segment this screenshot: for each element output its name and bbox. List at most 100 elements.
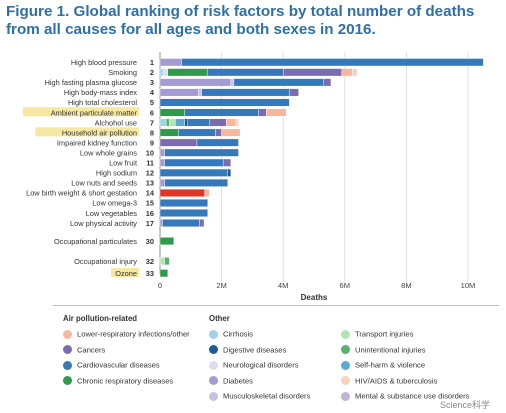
bar-segment-cancers bbox=[215, 128, 222, 137]
category-label: High total cholesterol bbox=[68, 98, 137, 107]
legend-swatch bbox=[341, 391, 350, 401]
rank-label: 4 bbox=[150, 88, 155, 97]
legend-title-other: Other bbox=[209, 314, 230, 323]
bar-segment-cardiovascular bbox=[164, 148, 239, 157]
rank-label: 16 bbox=[146, 209, 154, 218]
legend-item-digestive: Digestive diseases bbox=[209, 345, 287, 354]
bar-segment-lower_respiratory bbox=[221, 128, 241, 137]
legend-label: Neurological disorders bbox=[223, 360, 299, 370]
legend-swatch bbox=[63, 376, 72, 385]
bar-segment-neurological bbox=[162, 68, 168, 77]
legend-swatch bbox=[341, 329, 350, 339]
bar-segment-diabetes bbox=[159, 158, 165, 167]
bar-segment-diabetes bbox=[159, 58, 182, 67]
rank-label: 5 bbox=[150, 98, 154, 107]
label-highlight bbox=[22, 107, 139, 117]
rank-label: 15 bbox=[146, 199, 154, 208]
bar-segment-chronic_respiratory bbox=[159, 237, 175, 246]
bar-segment-lower_respiratory bbox=[341, 68, 353, 77]
x-axis-label: Deaths bbox=[301, 293, 328, 302]
bar-segment-musculoskeletal bbox=[198, 88, 202, 97]
bar-segment-cancers bbox=[199, 219, 205, 228]
bar-segment-cardiovascular bbox=[201, 88, 290, 97]
rank-label: 14 bbox=[146, 189, 155, 198]
bar-segment-cancers bbox=[283, 68, 342, 77]
legend-item-hiv_tb: HIV/AIDS & tuberculosis bbox=[341, 376, 438, 385]
bar-segment-cardiovascular bbox=[187, 118, 210, 127]
bar-segment-self_harm bbox=[175, 118, 185, 127]
category-label: High body-mass index bbox=[64, 88, 137, 97]
bar-segment-transport bbox=[169, 118, 176, 127]
bar-segment-cancers bbox=[289, 88, 299, 97]
x-tick-label: 10M bbox=[461, 281, 476, 290]
bar-segment-cardiovascular bbox=[207, 68, 284, 77]
rank-label: 3 bbox=[150, 78, 154, 87]
rank-label: 32 bbox=[146, 257, 154, 266]
bar-segment-cancers bbox=[323, 78, 332, 87]
legend-item-self_harm: Self-harm & violence bbox=[341, 360, 425, 370]
legend-item-mental: Mental & substance use disorders bbox=[341, 391, 469, 401]
bar-segment-digestive bbox=[227, 168, 232, 177]
legend-label: Cirrhosis bbox=[223, 329, 253, 339]
bar-segment-cirrhosis bbox=[159, 68, 164, 77]
legend: Air pollution-related Other Lower-respir… bbox=[53, 305, 499, 406]
bar-segment-cardiovascular bbox=[159, 198, 208, 207]
legend-swatch bbox=[63, 360, 72, 370]
legend-label: Cancers bbox=[77, 345, 106, 354]
bar-segment-cardiovascular bbox=[164, 178, 228, 187]
category-label: Ozone bbox=[115, 269, 137, 278]
category-label: High blood pressure bbox=[71, 58, 137, 67]
category-label: Ambient particulate matter bbox=[51, 108, 138, 117]
legend-label: Mental & substance use disorders bbox=[355, 391, 470, 401]
legend-swatch bbox=[209, 391, 218, 401]
rank-label: 6 bbox=[150, 108, 154, 117]
bar-segment-diabetes bbox=[159, 178, 165, 187]
rank-label: 12 bbox=[146, 169, 154, 178]
bar-segment-chronic_respiratory bbox=[159, 269, 168, 278]
legend-label: Digestive diseases bbox=[223, 345, 287, 354]
rank-label: 11 bbox=[146, 159, 154, 168]
legend-label: Chronic respiratory diseases bbox=[77, 376, 174, 385]
legend-item-cirrhosis: Cirrhosis bbox=[209, 329, 253, 339]
bar-segment-cardiovascular bbox=[184, 108, 259, 117]
bar-segment-diabetes bbox=[159, 148, 165, 157]
bar-segment-cardiovascular bbox=[196, 138, 239, 147]
legend-item-cardiovascular: Cardiovascular diseases bbox=[63, 360, 160, 370]
rank-label: 2 bbox=[150, 68, 154, 77]
legend-label: Cardiovascular diseases bbox=[77, 360, 160, 370]
bar-segment-unintentional bbox=[165, 118, 170, 127]
legend-item-chronic_respiratory: Chronic respiratory diseases bbox=[63, 376, 174, 385]
bar-segment-digestive bbox=[184, 118, 188, 127]
bar-segment-hiv_tb bbox=[352, 68, 358, 77]
legend-item-cancers: Cancers bbox=[63, 345, 106, 354]
category-label: Low birth weight & short gestation bbox=[26, 189, 137, 198]
rank-label: 13 bbox=[146, 179, 154, 188]
legend-label: Diabetes bbox=[223, 376, 253, 385]
category-label: Alchohol use bbox=[95, 118, 137, 127]
legend-swatch bbox=[209, 329, 218, 339]
legend-item-diabetes: Diabetes bbox=[209, 376, 253, 385]
legend-label: Unintentional injuries bbox=[355, 345, 426, 354]
legend-label: Self-harm & violence bbox=[355, 360, 426, 370]
bar-segment-diabetes bbox=[159, 88, 199, 97]
bar-segment-lower_respiratory bbox=[266, 108, 287, 117]
legend-swatch bbox=[341, 345, 350, 354]
legend-label: HIV/AIDS & tuberculosis bbox=[355, 376, 438, 385]
legend-swatch bbox=[63, 329, 72, 339]
label-highlight bbox=[35, 127, 139, 137]
category-label: Occupational injury bbox=[74, 257, 137, 266]
x-tick-label: 8M bbox=[401, 281, 412, 290]
legend-swatch bbox=[209, 376, 218, 385]
x-tick-label: 4M bbox=[278, 281, 289, 290]
legend-item-musculoskeletal: Musculoskeletal disorders bbox=[209, 391, 310, 401]
legend-label: Musculoskeletal disorders bbox=[223, 391, 311, 401]
category-label: Occupational particulates bbox=[54, 237, 137, 246]
category-label: High sodium bbox=[96, 169, 137, 178]
stacked-bar-chart: 0 2M 4M 6M 8M 10M Deaths High blood pressure 1 Sm… bbox=[22, 52, 484, 302]
legend-swatch bbox=[209, 360, 218, 370]
rank-label: 1 bbox=[150, 58, 154, 67]
legend-item-transport: Transport injuries bbox=[341, 329, 413, 339]
x-tick-label: 2M bbox=[216, 281, 227, 290]
bar-segment-cirrhosis bbox=[159, 118, 167, 127]
legend-title-air-pollution: Air pollution-related bbox=[63, 314, 138, 323]
